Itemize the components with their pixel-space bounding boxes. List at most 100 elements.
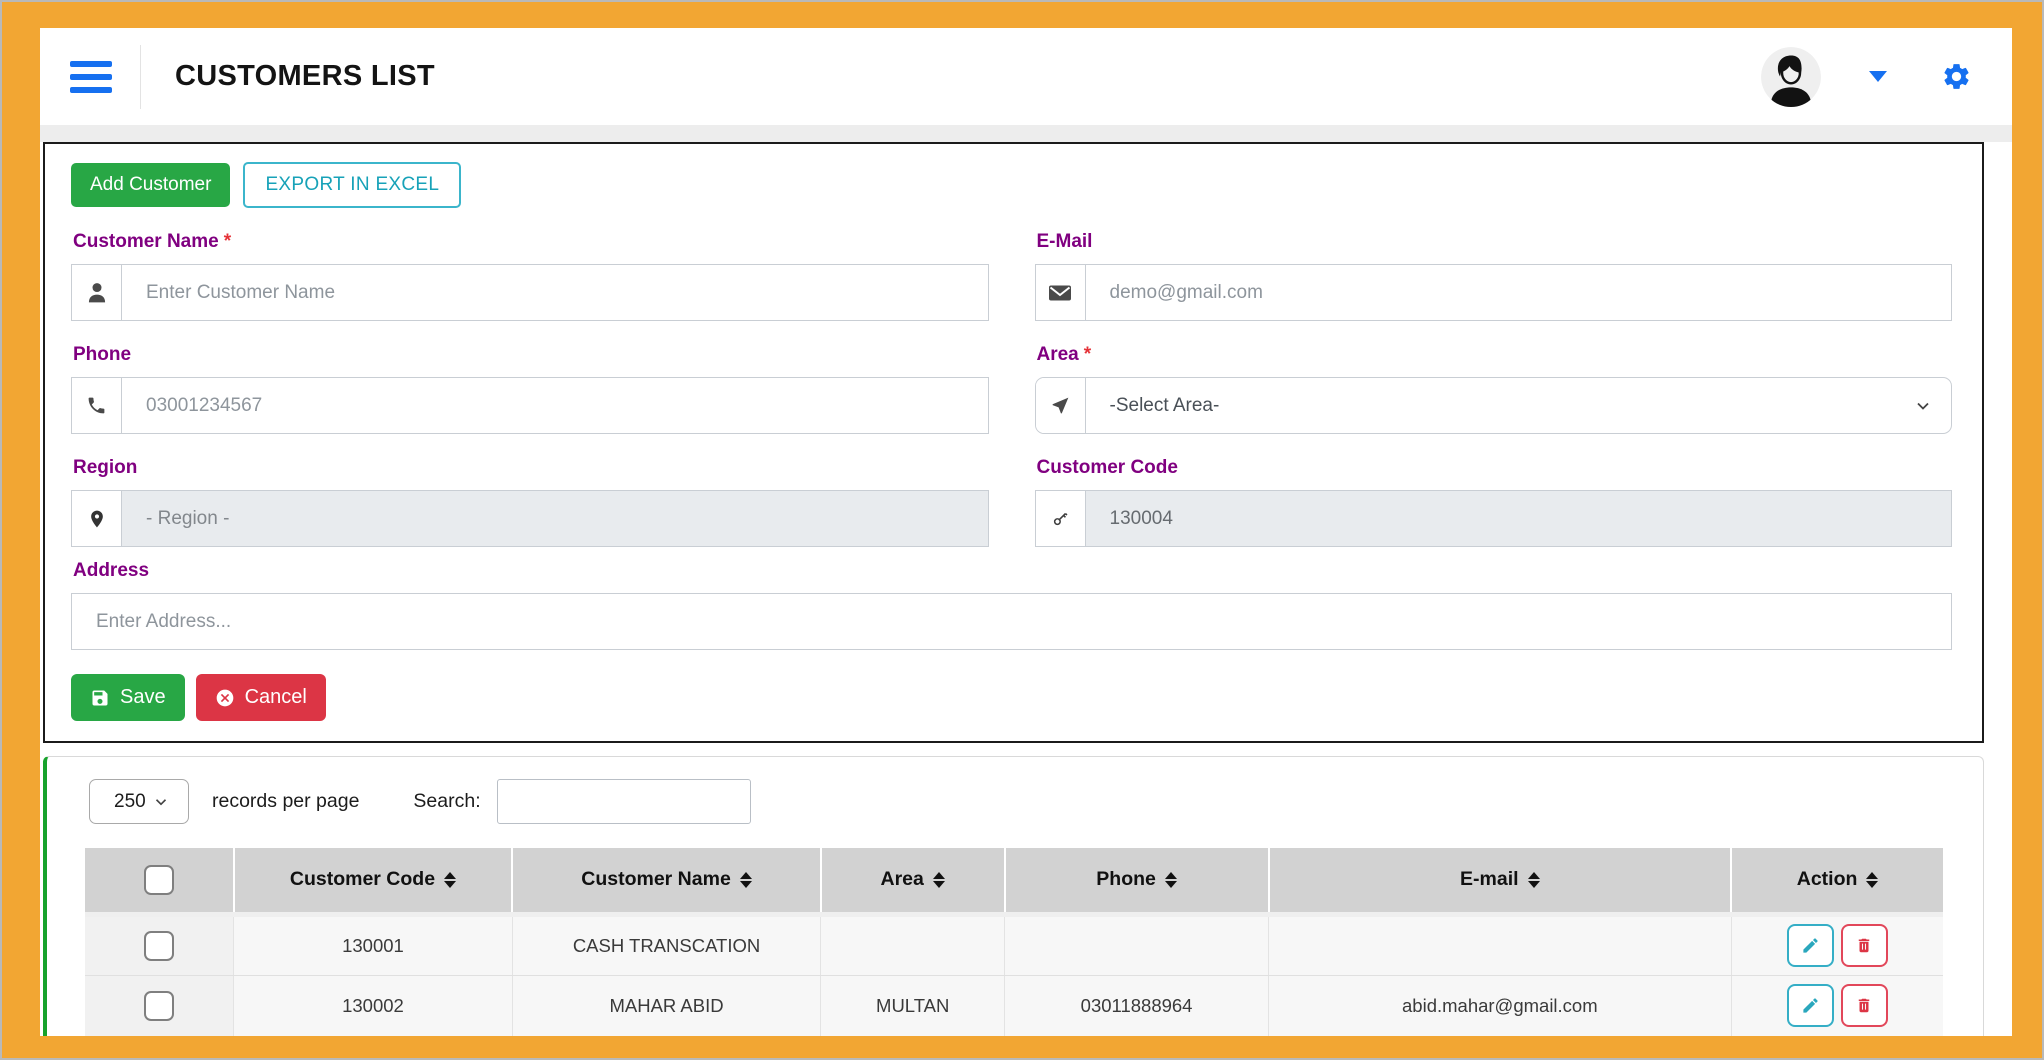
row-checkbox[interactable] (144, 930, 175, 961)
action-buttons (1732, 924, 1943, 967)
edit-button[interactable] (1786, 984, 1834, 1027)
customer-code-label: Customer Code (1037, 457, 1953, 479)
col-email[interactable]: E-mail (1268, 848, 1733, 917)
edit-button[interactable] (1786, 924, 1834, 967)
row-checkbox[interactable] (144, 990, 175, 1021)
phone-label: Phone (73, 344, 989, 366)
table-head: Customer Code Customer Name Area Phone E… (85, 848, 1943, 917)
form-grid: Customer Name * (71, 208, 1952, 547)
customer-name-group (71, 264, 989, 321)
cell-customer-name: CASH TRANSCATION (512, 914, 822, 976)
cell-customer-name: MAHAR ABID (512, 975, 822, 1036)
col-label: Customer Name (581, 868, 731, 891)
main-content: Add Customer EXPORT IN EXCEL Customer Na… (40, 142, 2012, 1036)
action-buttons (1732, 984, 1943, 1027)
top-header: CUSTOMERS LIST (40, 28, 2012, 125)
hamburger-bar (70, 86, 112, 93)
select-all-checkbox[interactable] (143, 864, 174, 895)
row-select-cell (85, 975, 235, 1036)
col-label: E-mail (1460, 868, 1519, 891)
cell-area: MULTAN (820, 975, 1006, 1036)
col-label: Area (880, 868, 924, 891)
save-button[interactable]: Save (71, 674, 185, 721)
sort-icon (932, 871, 945, 888)
customer-code-group (1034, 490, 1952, 547)
save-label: Save (120, 686, 166, 708)
table-row: 130001 CASH TRANSCATION (85, 914, 1943, 976)
cell-area (820, 914, 1006, 976)
label-text: Address (73, 560, 150, 581)
x-circle-icon (216, 689, 233, 706)
col-label: Action (1796, 868, 1858, 891)
hamburger-bar (70, 73, 112, 80)
customers-table-panel: 250 records per page Search: (43, 756, 1984, 1036)
address-field: Address (71, 560, 1952, 650)
hamburger-bar (70, 60, 112, 67)
address-input[interactable] (71, 593, 1952, 650)
area-label: Area * (1037, 344, 1953, 366)
customer-name-input[interactable] (122, 265, 988, 320)
sort-icon (1866, 871, 1879, 888)
hamburger-menu-icon[interactable] (70, 60, 112, 93)
add-customer-button[interactable]: Add Customer (71, 163, 231, 207)
subheader-strip (40, 125, 2012, 142)
email-input[interactable] (1085, 265, 1951, 320)
records-per-page-text: records per page (212, 790, 360, 812)
input-addon (1035, 265, 1086, 320)
search-input[interactable] (496, 779, 751, 824)
cell-phone: 03011888964 (1004, 975, 1269, 1036)
envelope-icon (1049, 285, 1071, 300)
trash-icon (1859, 938, 1870, 953)
email-label: E-Mail (1037, 231, 1953, 253)
col-area[interactable]: Area (820, 848, 1006, 917)
phone-icon (88, 397, 105, 414)
person-icon (88, 283, 105, 303)
delete-button[interactable] (1840, 924, 1888, 967)
cancel-button[interactable]: Cancel (195, 674, 326, 721)
region-input (122, 491, 988, 546)
email-group (1034, 264, 1952, 321)
col-customer-code[interactable]: Customer Code (233, 848, 514, 917)
col-action[interactable]: Action (1731, 848, 1943, 917)
label-text: Customer Code (1036, 457, 1178, 478)
header-right (1761, 46, 1972, 107)
area-group: -Select Area- (1034, 377, 1952, 434)
sort-icon (1527, 871, 1540, 888)
page-title: CUSTOMERS LIST (175, 60, 435, 92)
phone-group (71, 377, 989, 434)
area-field: Area * -Select Area- (1034, 334, 1953, 434)
chevron-down-icon[interactable] (1869, 71, 1887, 82)
table-body: 130001 CASH TRANSCATION (85, 914, 1943, 1036)
delete-button[interactable] (1840, 984, 1888, 1027)
sort-icon (1164, 871, 1177, 888)
table-row: 130002 MAHAR ABID MULTAN 03011888964 abi… (85, 975, 1943, 1036)
page-size-select[interactable]: 250 (90, 780, 188, 823)
map-marker-icon (90, 510, 103, 527)
table-header-row: Customer Code Customer Name Area Phone E… (85, 848, 1943, 917)
phone-field: Phone (71, 334, 989, 434)
customer-code-input (1085, 491, 1951, 546)
label-text: Area (1036, 344, 1079, 365)
input-addon (72, 491, 122, 546)
key-icon (1053, 512, 1067, 526)
pencil-icon (1803, 998, 1818, 1013)
label-text: Phone (73, 344, 132, 365)
required-asterisk: * (223, 231, 232, 252)
area-select[interactable]: -Select Area- (1085, 378, 1951, 433)
input-addon (72, 378, 122, 433)
export-excel-button[interactable]: EXPORT IN EXCEL (243, 162, 462, 208)
settings-button[interactable] (1941, 61, 1972, 92)
save-icon (92, 690, 108, 705)
col-customer-name[interactable]: Customer Name (512, 848, 822, 917)
avatar[interactable] (1761, 46, 1821, 107)
customer-code-field: Customer Code (1034, 447, 1953, 547)
cell-customer-code: 130001 (233, 914, 513, 976)
region-group (71, 490, 989, 547)
input-addon (1035, 491, 1086, 546)
email-field: E-Mail (1034, 221, 1953, 321)
phone-input[interactable] (122, 378, 988, 433)
table-controls: 250 records per page Search: (47, 779, 1983, 824)
pencil-icon (1803, 938, 1818, 953)
trash-icon (1859, 998, 1870, 1013)
col-phone[interactable]: Phone (1004, 848, 1270, 917)
